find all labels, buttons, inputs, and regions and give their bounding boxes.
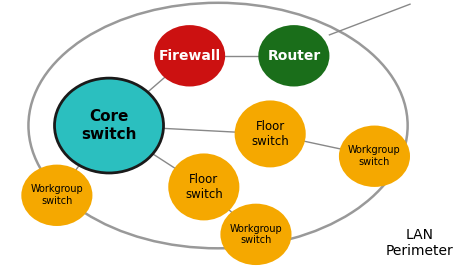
Text: Floor
switch: Floor switch	[185, 173, 223, 201]
Ellipse shape	[168, 153, 239, 220]
Text: Router: Router	[267, 49, 320, 63]
Text: Workgroup
switch: Workgroup switch	[30, 184, 83, 206]
Ellipse shape	[235, 100, 306, 167]
Text: Workgroup
switch: Workgroup switch	[348, 145, 401, 167]
Ellipse shape	[258, 25, 329, 86]
Text: Floor
switch: Floor switch	[251, 120, 289, 148]
Ellipse shape	[154, 25, 225, 86]
Ellipse shape	[220, 204, 292, 265]
Text: Firewall: Firewall	[158, 49, 221, 63]
Text: Workgroup
switch: Workgroup switch	[229, 223, 283, 245]
Ellipse shape	[21, 165, 92, 226]
Ellipse shape	[339, 126, 410, 187]
Ellipse shape	[55, 78, 164, 173]
Text: LAN
Perimeter: LAN Perimeter	[386, 228, 453, 258]
Text: Core
switch: Core switch	[81, 109, 137, 142]
